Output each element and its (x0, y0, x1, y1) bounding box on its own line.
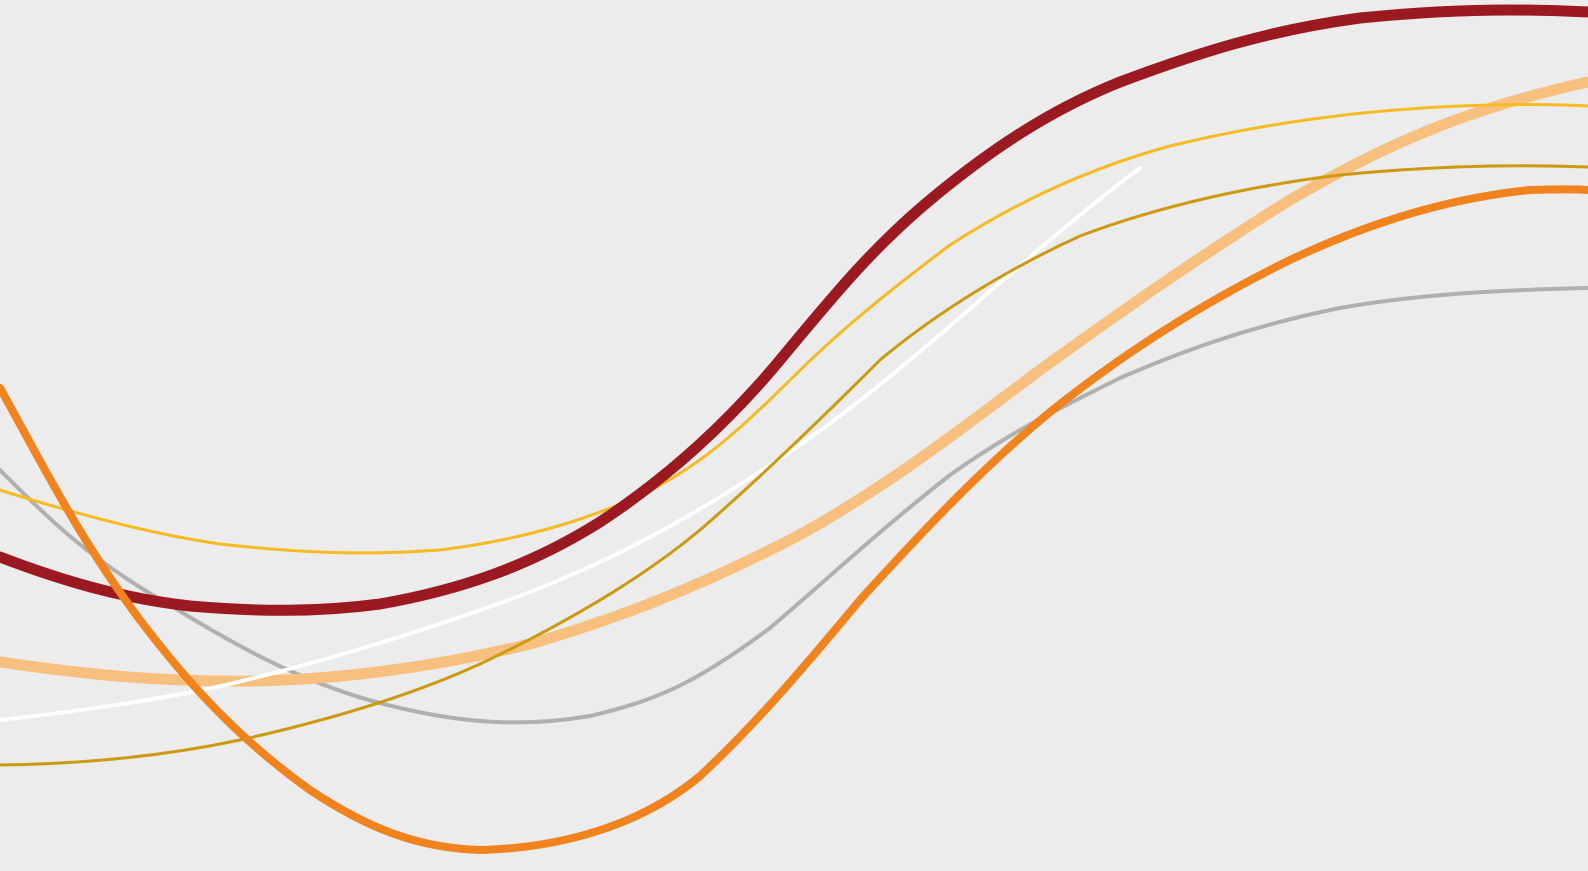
orange-ribbon (0, 185, 1588, 854)
gold-ribbon (0, 164, 1588, 767)
gray-ribbon (0, 286, 1588, 725)
light-orange-ribbon (0, 76, 1588, 687)
yellow-ribbon (0, 103, 1588, 555)
white-ribbon (0, 166, 1142, 722)
dark-red-ribbon (0, 4, 1588, 616)
